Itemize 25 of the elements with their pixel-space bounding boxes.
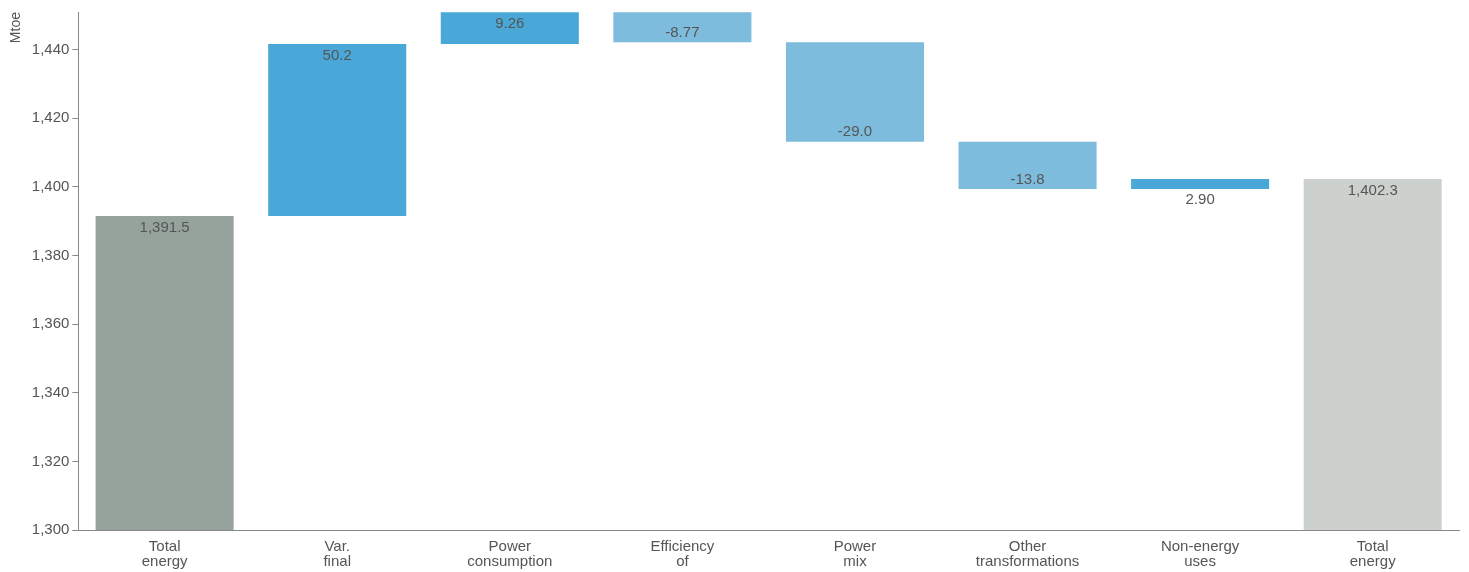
y-tick-label: 1,320: [31, 451, 70, 469]
data-label: 1,391.5: [139, 217, 190, 235]
data-label: 50.2: [322, 45, 352, 63]
y-tick-label: 1,340: [31, 382, 70, 400]
x-tick-label: Power mix: [833, 536, 877, 569]
data-label: 2.90: [1185, 189, 1215, 207]
y-tick-label: 1,360: [31, 314, 70, 332]
x-tick-label: Var. final: [323, 536, 351, 569]
x-tick-label: Non-energy uses: [1160, 536, 1240, 569]
y-tick-label: 1,400: [31, 177, 70, 195]
data-label: 9.26: [495, 13, 525, 31]
y-tick-label: 1,380: [31, 245, 70, 263]
data-label: 1,402.3: [1347, 180, 1398, 198]
data-label: -29.0: [837, 122, 873, 140]
y-tick-label: 1,440: [31, 39, 70, 57]
data-label: -8.77: [665, 22, 700, 40]
x-tick-label: Power consumption: [467, 536, 553, 569]
x-tick-label: Other transformations: [975, 536, 1080, 569]
x-tick-label: Efficiency of: [650, 536, 715, 569]
x-tick-label: Total energy: [141, 536, 189, 569]
y-tick-label: 1,420: [31, 108, 70, 126]
data-label: -13.8: [1010, 169, 1045, 187]
x-tick-label: Total energy: [1349, 536, 1397, 569]
y-axis-title: Mtoe: [7, 11, 24, 44]
y-tick-label: 1,300: [31, 520, 70, 538]
